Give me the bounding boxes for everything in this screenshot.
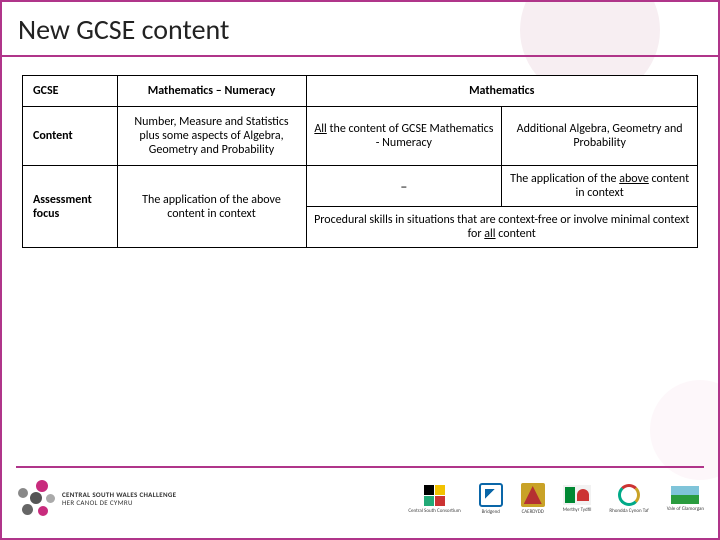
vale-logo: Vale of Glamorgan <box>667 486 704 512</box>
vale-icon <box>671 486 699 504</box>
content-math-left-cell: All the content of GCSE Mathematics - Nu… <box>306 107 502 166</box>
cswc-line2: HER CANOL DE CYMRU <box>62 499 176 507</box>
table-content-row: Content Number, Measure and Statistics p… <box>23 107 698 166</box>
header-numeracy: Mathematics – Numeracy <box>117 76 306 107</box>
assessment-proc-post: content <box>496 227 536 241</box>
table-assessment-row: Assessment focus The application of the … <box>23 166 698 248</box>
partner-logos: Central South Consortium Bridgend CAERDY… <box>408 483 704 515</box>
cswc-logo: CENTRAL SOUTH WALES CHALLENGE HER CANOL … <box>16 478 176 520</box>
consortium-label: Central South Consortium <box>408 508 460 514</box>
rct-logo: Rhondda Cynon Taf <box>609 484 648 514</box>
content-math-rest: the content of GCSE Mathematics - Numera… <box>327 122 494 150</box>
bridgend-logo: Bridgend <box>479 483 503 515</box>
header-mathematics: Mathematics <box>306 76 698 107</box>
assessment-proc-u: all <box>484 227 495 241</box>
assessment-dash-cell: – <box>307 166 502 207</box>
content-math-right-cell: Additional Algebra, Geometry and Probabi… <box>502 107 698 166</box>
cardiff-icon <box>521 483 545 507</box>
cardiff-label: CAERDYDD <box>522 509 544 515</box>
merthyr-logo: Merthyr Tydfil <box>563 485 592 513</box>
table-header-row: GCSE Mathematics – Numeracy Mathematics <box>23 76 698 107</box>
bridgend-icon <box>479 483 503 507</box>
consortium-icon <box>424 485 445 506</box>
title-area: New GCSE content <box>0 0 720 57</box>
rct-icon <box>618 484 640 506</box>
footer: CENTRAL SOUTH WALES CHALLENGE HER CANOL … <box>16 466 704 520</box>
merthyr-label: Merthyr Tydfil <box>563 507 592 513</box>
row-label-assessment: Assessment focus <box>23 166 118 248</box>
cardiff-logo: CAERDYDD <box>521 483 545 515</box>
cswc-logo-text: CENTRAL SOUTH WALES CHALLENGE HER CANOL … <box>62 491 176 506</box>
bridgend-label: Bridgend <box>482 509 500 515</box>
content-table-wrap: GCSE Mathematics – Numeracy Mathematics … <box>22 75 698 248</box>
content-numeracy-text: Number, Measure and Statistics plus some… <box>134 115 288 157</box>
vale-label: Vale of Glamorgan <box>667 506 704 512</box>
row-label-content: Content <box>23 107 118 166</box>
assessment-inner-table: – The application of the above content i… <box>307 166 698 247</box>
assessment-context-u: above <box>619 172 649 186</box>
gcse-content-table: GCSE Mathematics – Numeracy Mathematics … <box>22 75 698 248</box>
rct-label: Rhondda Cynon Taf <box>609 508 648 514</box>
merthyr-icon <box>563 485 591 505</box>
assessment-procedural-cell: Procedural skills in situations that are… <box>307 207 698 248</box>
assessment-numeracy-cell: The application of the above content in … <box>117 166 306 248</box>
content-numeracy-cell: Number, Measure and Statistics plus some… <box>117 107 306 166</box>
assessment-context-cell: The application of the above content in … <box>502 166 697 207</box>
header-gcse: GCSE <box>23 76 118 107</box>
consortium-logo: Central South Consortium <box>408 485 460 514</box>
assessment-math-cell: – The application of the above content i… <box>306 166 698 248</box>
assessment-context-pre: The application of the <box>510 172 619 186</box>
content-math-all: All <box>314 122 326 136</box>
page-title: New GCSE content <box>18 12 702 47</box>
cswc-mark-icon <box>16 478 58 520</box>
